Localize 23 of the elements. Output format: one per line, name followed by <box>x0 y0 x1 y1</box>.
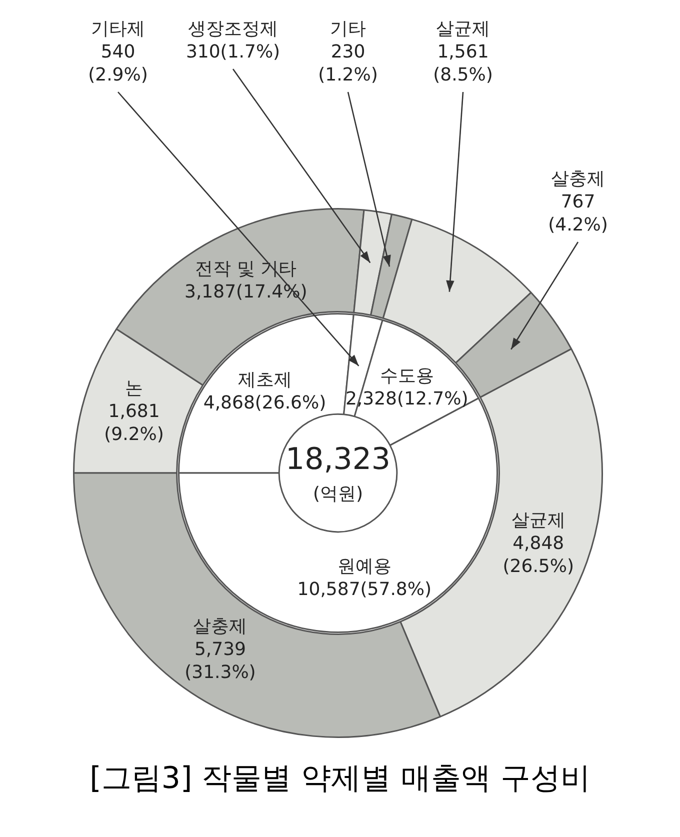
slice-label: 살균제 <box>511 510 566 532</box>
data-label: 4,868(26.6%) <box>203 392 326 414</box>
slice-label: 살충제 <box>193 616 248 637</box>
data-label: 310(1.7%) <box>186 42 280 63</box>
data-label: 5,739 (31.3%) <box>184 638 256 683</box>
data-label: 230 (1.2%) <box>318 42 378 86</box>
slice-label: 원예용 <box>337 556 392 578</box>
slice-label: 수도용 <box>380 366 434 387</box>
slice-label: 살균제 <box>436 18 490 40</box>
data-label: 540 (2.9%) <box>88 42 148 86</box>
slice-label: 살충제 <box>551 168 605 190</box>
data-label: 1,561 (8.5%) <box>433 42 493 86</box>
slice-label: 기타제 <box>91 18 145 40</box>
data-label: 767 (4.2%) <box>548 192 608 236</box>
text: [그림3] 작물별 약제별 매출액 구성비 <box>88 760 592 798</box>
slice-label: 기타 <box>330 18 366 40</box>
data-label: 4,848 (26.5%) <box>502 533 574 578</box>
data-label: 1,681 (9.2%) <box>104 401 164 446</box>
text: 18,323 (억원) <box>286 442 390 505</box>
slice-label: 생장조정제 <box>188 18 278 40</box>
slice-label: 제초제 <box>238 369 292 390</box>
slice-label: 논 <box>125 378 144 400</box>
data-label: 10,587(57.8%) <box>297 579 432 600</box>
